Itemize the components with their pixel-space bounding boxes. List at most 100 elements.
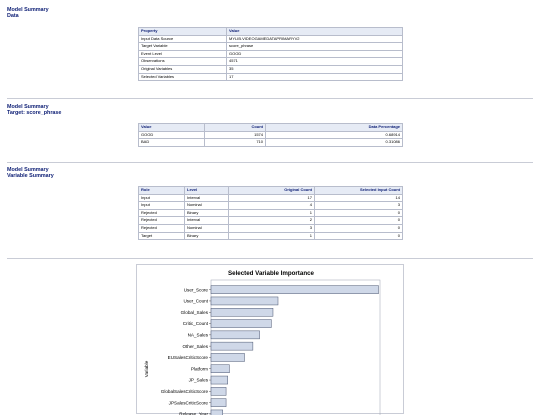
y-tick-label: User_Score <box>184 287 209 292</box>
section-divider <box>7 258 533 259</box>
y-tick-label: Critic_Count <box>183 321 209 326</box>
column-header: Role <box>138 186 185 195</box>
table-cell: 1 <box>228 208 315 218</box>
column-header: Value <box>138 123 205 132</box>
table-row: Selected Variables 17 <box>138 72 403 82</box>
column-header: Original Count <box>228 186 315 195</box>
bar <box>210 341 254 351</box>
table-cell: 4571 <box>226 57 403 66</box>
table-cell: Input <box>138 201 185 210</box>
table-row: Rejected Binary 1 0 <box>138 208 403 218</box>
y-tick-label: JP_Sales <box>189 378 209 383</box>
table-cell: 1574 <box>204 130 266 140</box>
table-cell: 14 <box>314 193 403 203</box>
table-cell: 4 <box>228 201 315 210</box>
table-cell: 3 <box>228 223 315 233</box>
y-tick-label: Release_Year <box>179 412 208 415</box>
table-cell: 17 <box>228 193 315 203</box>
table-cell: score_phrase <box>226 42 403 51</box>
y-tick-label: User_Count <box>183 299 208 304</box>
table-cell: 3 <box>314 201 403 210</box>
table-row: Event Level GOOD <box>138 49 403 59</box>
table-cell: Target <box>138 231 185 241</box>
column-header: Data Percentage <box>265 123 403 132</box>
table-cell: Binary <box>184 231 229 241</box>
column-header: Count <box>204 123 266 132</box>
table-cell: 0 <box>314 223 403 233</box>
table-cell: Nominal <box>184 223 229 233</box>
table-cell: 0 <box>314 208 403 218</box>
table-cell: GOOD <box>226 49 403 59</box>
variable-importance-chart: Selected Variable Importance Variable Us… <box>136 264 404 415</box>
table-cell: GOOD <box>138 130 205 140</box>
y-tick-label: NA_Sales <box>188 332 209 337</box>
table-header-row: Property Value <box>138 27 403 36</box>
section-title-target: Model Summary Target: score_phrase <box>7 104 61 117</box>
section-divider <box>7 98 533 99</box>
y-tick-label: JPSalesCriticScore <box>169 400 209 405</box>
bar <box>210 296 279 306</box>
section-title-line: Model Summary <box>7 7 49 13</box>
section-divider <box>7 162 533 163</box>
table-cell: 17 <box>226 72 403 82</box>
table-cell: 1 <box>228 231 315 241</box>
table-row: GOOD 1574 0.68914 <box>138 130 403 140</box>
table-cell: 710 <box>204 138 266 147</box>
bar <box>210 375 228 385</box>
table-row: BAD 710 0.31086 <box>138 138 403 147</box>
table-row: Target Binary 1 0 <box>138 231 403 241</box>
bar <box>210 364 230 373</box>
table-row: Input Nominal 4 3 <box>138 201 403 210</box>
variable-summary-table: Role Level Original Count Selected Input… <box>138 186 403 241</box>
table-cell: Rejected <box>138 216 185 225</box>
table-cell: 0 <box>314 231 403 241</box>
section-title-variables: Model Summary Variable Summary <box>7 167 54 180</box>
section-subtitle-line: Variable Summary <box>7 173 54 180</box>
chart-marks: User_Score User_Count Global_Sales Critic_C… <box>161 279 381 415</box>
table-row: Rejected Nominal 3 0 <box>138 223 403 233</box>
bar <box>210 285 379 294</box>
table-cell: Rejected <box>138 208 185 218</box>
bar <box>210 308 274 317</box>
table-cell: Input Data Source <box>138 34 227 44</box>
table-cell: 0 <box>314 216 403 225</box>
section-subtitle-line: Data <box>7 13 19 20</box>
table-cell: Interval <box>184 216 229 225</box>
bar <box>210 319 272 328</box>
bar <box>210 353 245 362</box>
table-row: Observations 4571 <box>138 57 403 66</box>
table-cell: MYLIB.VIDEOGAMEDATAPRIMARYV2 <box>226 34 403 44</box>
table-row: Target Variable score_phrase <box>138 42 403 51</box>
table-cell: BAD <box>138 138 205 147</box>
column-header: Value <box>226 27 403 36</box>
table-cell: Input <box>138 193 185 203</box>
column-header: Selected Input Count <box>314 186 403 195</box>
column-header: Level <box>184 186 229 195</box>
section-title-data: Model Summary Data <box>7 7 49 20</box>
table-cell: 0.68914 <box>265 130 403 140</box>
table-cell: 35 <box>226 64 403 74</box>
y-tick-label: Other_Sales <box>182 344 208 349</box>
section-title-line: Model Summary <box>7 104 49 110</box>
table-cell: Target Variable <box>138 42 227 51</box>
table-cell: Interval <box>184 193 229 203</box>
y-tick-label: EUSalesCriticScore <box>168 355 209 360</box>
y-tick-label: Platform <box>191 366 208 371</box>
bar <box>210 330 260 340</box>
section-subtitle-line: Target: score_phrase <box>7 110 62 117</box>
table-cell: Nominal <box>184 201 229 210</box>
table-header-row: Value Count Data Percentage <box>138 123 403 132</box>
table-cell: 2 <box>228 216 315 225</box>
column-header: Property <box>138 27 227 36</box>
bar <box>210 398 227 407</box>
bar <box>210 409 223 415</box>
table-cell: 0.31086 <box>265 138 403 147</box>
y-axis-label: Variable <box>144 360 149 377</box>
target-summary-table: Value Count Data Percentage GOOD 1574 0.68… <box>138 123 403 147</box>
section-title-line: Model Summary <box>7 167 49 173</box>
table-cell: Rejected <box>138 223 185 233</box>
table-row: Input Data Source MYLIB.VIDEOGAMEDATAPRIM… <box>138 34 403 44</box>
variable-importance-svg: Selected Variable Importance Variable Us… <box>144 270 381 415</box>
table-header-row: Role Level Original Count Selected Input… <box>138 186 403 195</box>
table-row: Rejected Interval 2 0 <box>138 216 403 225</box>
